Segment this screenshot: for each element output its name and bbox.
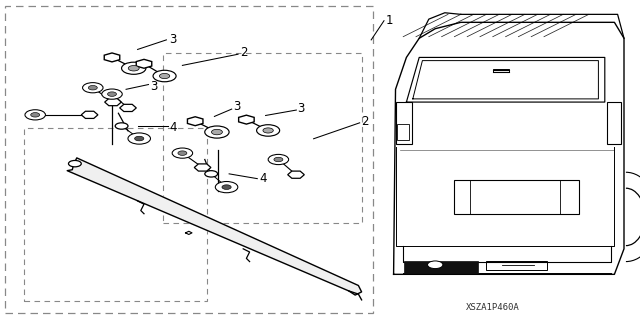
Circle shape	[205, 171, 218, 177]
Circle shape	[68, 160, 81, 167]
Bar	[24, 128, 207, 301]
Circle shape	[122, 62, 146, 74]
Text: 3: 3	[150, 80, 158, 93]
Bar	[607, 102, 621, 144]
Bar	[404, 261, 478, 273]
Circle shape	[178, 151, 187, 155]
Circle shape	[25, 110, 45, 120]
Circle shape	[128, 133, 150, 144]
Circle shape	[263, 128, 273, 133]
Circle shape	[428, 261, 443, 269]
Circle shape	[115, 123, 128, 129]
Polygon shape	[239, 115, 254, 124]
Text: 4: 4	[259, 172, 267, 185]
Text: 1: 1	[386, 14, 394, 27]
Circle shape	[211, 129, 222, 135]
Polygon shape	[195, 164, 211, 171]
Circle shape	[268, 154, 289, 165]
Polygon shape	[105, 99, 122, 106]
Text: 3: 3	[298, 102, 305, 115]
Polygon shape	[67, 158, 362, 295]
Polygon shape	[288, 171, 305, 178]
Circle shape	[205, 126, 229, 138]
Circle shape	[128, 65, 139, 71]
Text: 3: 3	[170, 33, 177, 46]
Polygon shape	[120, 104, 136, 112]
Circle shape	[215, 182, 238, 193]
Polygon shape	[188, 117, 203, 126]
Bar	[396, 102, 412, 144]
Text: 3: 3	[234, 100, 241, 113]
Circle shape	[172, 148, 193, 158]
Polygon shape	[81, 111, 98, 118]
Bar	[454, 180, 579, 214]
Circle shape	[102, 89, 122, 99]
Circle shape	[257, 125, 280, 136]
Circle shape	[83, 83, 103, 93]
Bar	[5, 6, 373, 313]
Bar	[486, 261, 547, 270]
Circle shape	[222, 185, 231, 189]
Text: 2: 2	[362, 115, 369, 128]
Circle shape	[88, 85, 97, 90]
Circle shape	[108, 92, 116, 96]
Circle shape	[274, 157, 283, 162]
Circle shape	[134, 136, 144, 141]
Text: XSZA1P460A: XSZA1P460A	[466, 303, 520, 312]
Circle shape	[153, 70, 176, 82]
Bar	[493, 69, 509, 72]
Polygon shape	[104, 53, 120, 62]
Circle shape	[159, 73, 170, 78]
Text: 4: 4	[170, 121, 177, 134]
Circle shape	[31, 113, 40, 117]
Bar	[163, 53, 362, 223]
Text: 2: 2	[240, 46, 248, 59]
Polygon shape	[136, 59, 152, 68]
Bar	[397, 124, 409, 140]
